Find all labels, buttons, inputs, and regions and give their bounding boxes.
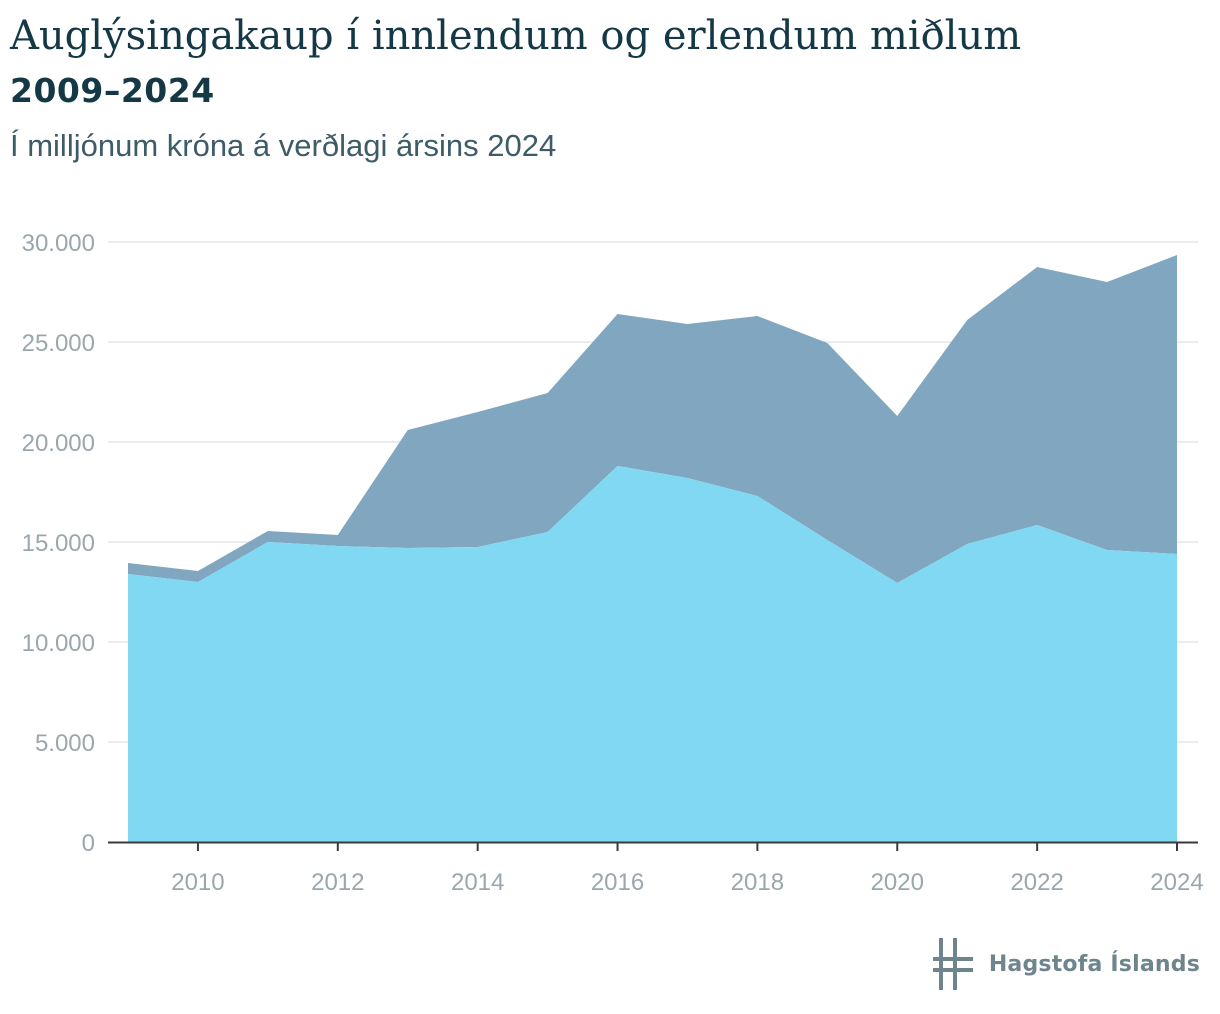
chart-title: Auglýsingakaup í innlendum og erlendum m… [10,13,1022,59]
chart-subtitle: Í milljónum króna á verðlagi ársins 2024 [10,128,557,163]
x-tick-label: 2012 [311,869,364,896]
logo-text: Hagstofa Íslands [988,951,1200,977]
x-tick-label: 2018 [731,869,784,896]
area-chart: 0 5.000 10.000 15.000 20.000 25.000 30.000 2010… [22,230,1204,896]
y-tick-label: 10.000 [22,630,95,657]
area-series-foreign [128,255,1177,583]
chart-title-years: 2009–2024 [10,71,215,110]
x-tick-label: 2014 [451,869,504,896]
y-tick-label: 25.000 [22,330,95,357]
area-series-domestic [128,466,1177,842]
x-tick-label: 2016 [591,869,644,896]
y-tick-label: 20.000 [22,430,95,457]
hagstofa-logo-icon [932,938,973,990]
y-tick-label: 15.000 [22,530,95,557]
x-tick-label: 2010 [171,869,224,896]
hagstofa-logo: Hagstofa Íslands [932,938,1200,990]
x-tick-label: 2024 [1150,869,1203,896]
x-tick-label: 2022 [1010,869,1063,896]
y-tick-label: 30.000 [22,230,95,257]
x-tick-label: 2020 [871,869,924,896]
y-tick-label: 5.000 [35,730,95,757]
y-tick-label: 0 [82,830,95,857]
